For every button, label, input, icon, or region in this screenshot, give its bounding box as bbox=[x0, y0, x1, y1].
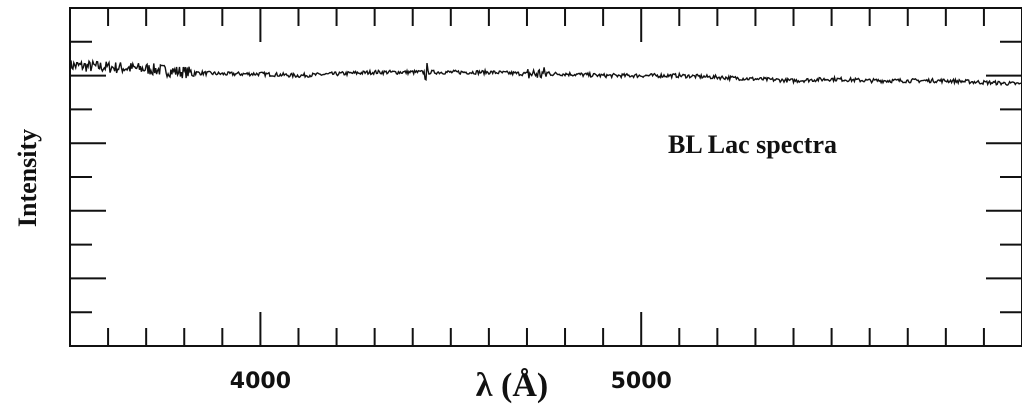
spectrum-line bbox=[69, 58, 1022, 87]
y-axis-label: Intensity bbox=[13, 129, 42, 227]
tick-marks bbox=[70, 8, 1022, 346]
x-tick-label: 4000 bbox=[230, 369, 291, 394]
chart-annotation: BL Lac spectra bbox=[668, 130, 837, 159]
x-axis-label: λ (Å) bbox=[476, 367, 548, 404]
plot-frame bbox=[69, 7, 1022, 347]
x-tick-labels: 4000 5000 bbox=[230, 369, 672, 394]
x-tick-label: 5000 bbox=[611, 369, 672, 394]
